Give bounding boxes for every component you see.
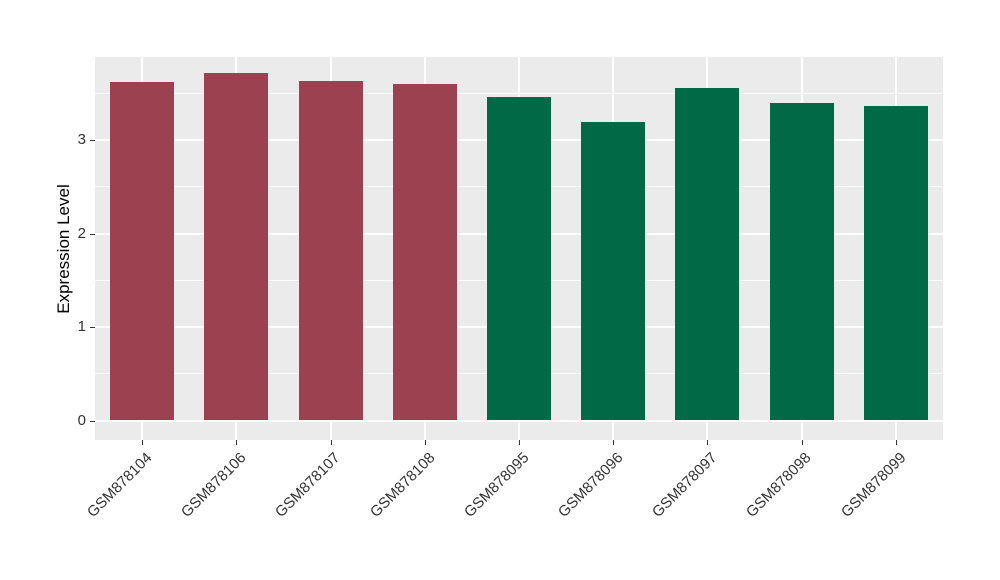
x-tick-label-text: GSM878106 (178, 449, 250, 521)
x-tick-mark (613, 440, 615, 445)
x-tick-mark (330, 440, 332, 445)
x-tick-mark (801, 440, 803, 445)
x-tick-mark (424, 440, 426, 445)
x-tick-label-text: GSM878099 (837, 449, 910, 521)
y-tick-label: 0 (77, 411, 86, 429)
y-tick-mark (90, 327, 95, 328)
x-tick-mark (519, 440, 520, 445)
x-tick-label-text: GSM878108 (366, 449, 439, 521)
y-tick-label: 3 (77, 131, 86, 148)
bar-GSM878108 (392, 83, 457, 421)
bar-GSM878106 (204, 72, 269, 421)
plot-panel (95, 57, 943, 440)
x-tick-label-text: GSM878097 (649, 449, 721, 521)
x-tick-label-text: GSM878107 (272, 449, 344, 521)
y-tick-label: 1 (77, 318, 86, 335)
x-tick-mark (236, 440, 238, 445)
x-tick-label-text: GSM878095 (460, 449, 533, 521)
x-tick-label-text: GSM878096 (554, 449, 627, 521)
y-tick-mark (90, 140, 95, 141)
x-tick-mark (895, 440, 897, 445)
bar-GSM878107 (298, 81, 363, 421)
bar-GSM878104 (110, 82, 175, 421)
x-tick-label-text: GSM878104 (83, 449, 156, 521)
bar-GSM878099 (863, 106, 928, 421)
x-tick-label-text: GSM878098 (743, 449, 815, 521)
bar-GSM878097 (675, 87, 740, 421)
y-tick-mark (90, 233, 95, 235)
bar-GSM878095 (487, 96, 551, 421)
y-tick-mark (90, 420, 95, 422)
x-tick-mark (142, 440, 144, 445)
bar-GSM878098 (769, 102, 834, 421)
bar-GSM878096 (581, 122, 646, 421)
x-tick-mark (707, 440, 709, 445)
y-tick-label: 2 (77, 224, 86, 242)
y-axis-title: Expression Level (54, 183, 73, 314)
